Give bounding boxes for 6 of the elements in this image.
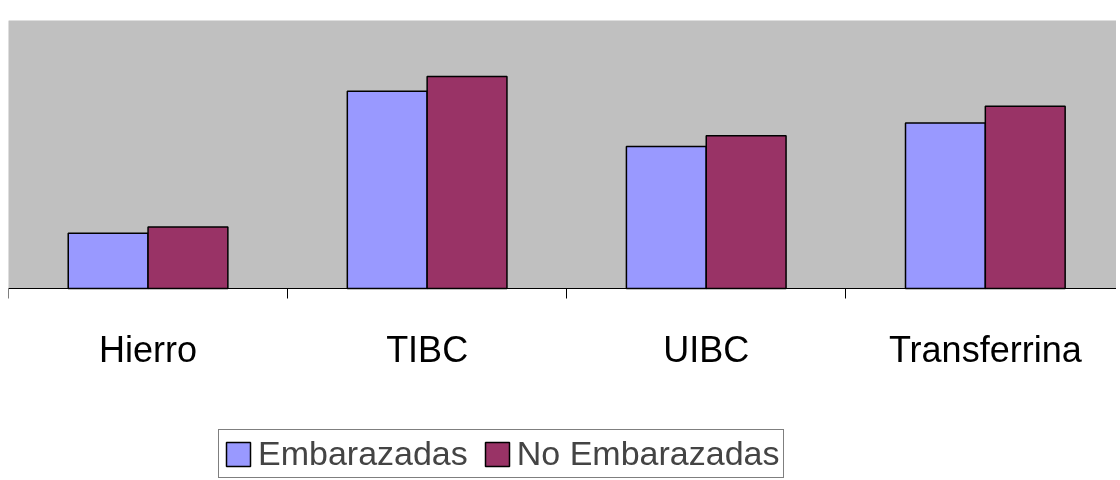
legend-label: Embarazadas bbox=[258, 434, 468, 473]
x-tick-label: TIBC bbox=[386, 328, 469, 370]
legend-label: No Embarazadas bbox=[516, 434, 780, 473]
x-tick-label: Transferrina bbox=[888, 328, 1083, 370]
x-tick-label: Hierro bbox=[99, 328, 198, 370]
x-tick-label: UIBC bbox=[663, 328, 750, 370]
